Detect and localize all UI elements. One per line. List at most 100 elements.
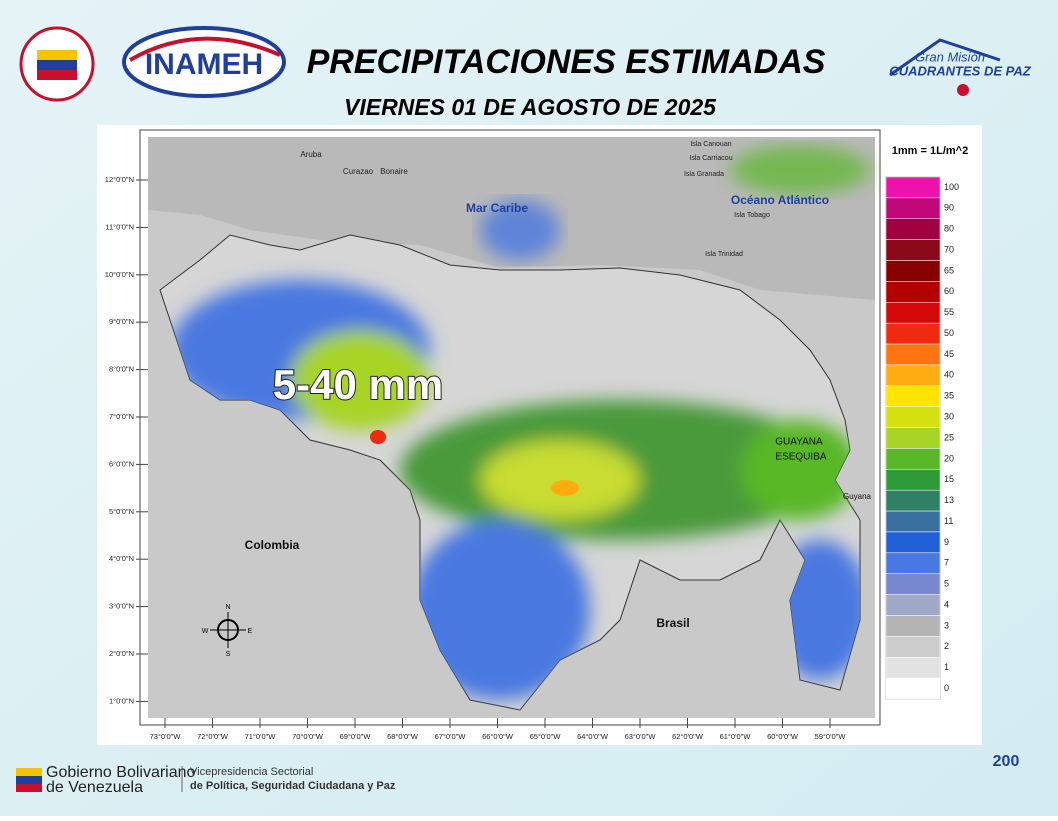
lon-label: 70°0'0"W xyxy=(292,732,324,741)
map-label: Isla Tobago xyxy=(734,212,770,219)
lat-label: 8°0'0"N xyxy=(109,365,134,374)
lat-label: 12°0'0"N xyxy=(105,175,134,184)
map-label: ESEQUIBA xyxy=(775,452,826,463)
map-label: Curazao xyxy=(343,167,374,176)
lon-label: 65°0'0"W xyxy=(530,732,562,741)
legend-label: 55 xyxy=(944,307,954,317)
map-label: Isla Carriacou xyxy=(689,155,732,162)
legend-label: 65 xyxy=(944,265,954,275)
lat-label: 11°0'0"N xyxy=(105,222,134,231)
footer-text: Vicepresidencia Sectorial xyxy=(190,766,313,778)
legend-swatch xyxy=(885,302,941,324)
compass-label: N xyxy=(225,604,230,611)
legend-label: 1 xyxy=(944,662,949,672)
legend-label: 50 xyxy=(944,328,954,338)
compass-label: E xyxy=(248,628,253,635)
lat-label: 1°0'0"N xyxy=(109,696,134,705)
lon-label: 68°0'0"W xyxy=(387,732,419,741)
subtitle: VIERNES 01 DE AGOSTO DE 2025 xyxy=(344,94,717,120)
precip-peak xyxy=(370,430,386,444)
legend-swatch xyxy=(885,656,941,679)
legend-swatch xyxy=(885,406,941,428)
legend-label: 45 xyxy=(944,349,954,359)
map-label: Colombia xyxy=(245,538,300,552)
lon-label: 72°0'0"W xyxy=(197,732,229,741)
map-label: Guyana xyxy=(843,492,872,501)
legend-label: 40 xyxy=(944,370,954,380)
lon-label: 71°0'0"W xyxy=(245,732,277,741)
precip-peak xyxy=(551,480,579,496)
lon-label: 63°0'0"W xyxy=(625,732,657,741)
legend-label: 25 xyxy=(944,432,954,442)
lon-label: 62°0'0"W xyxy=(672,732,704,741)
legend-swatch xyxy=(885,636,941,658)
legend-label: 80 xyxy=(944,224,954,234)
logo-inameh xyxy=(122,26,286,98)
legend-swatch xyxy=(885,489,941,512)
legend-swatch xyxy=(885,531,941,554)
map-label: Océano Atlántico xyxy=(731,193,829,207)
precip-field xyxy=(730,145,870,195)
map-label: Brasil xyxy=(656,616,689,630)
legend-label: 9 xyxy=(944,537,949,547)
legend-label: 5 xyxy=(944,579,949,589)
legend-swatch xyxy=(885,573,941,595)
legend-label: 3 xyxy=(944,620,949,630)
logo-left xyxy=(19,26,95,102)
lon-label: 64°0'0"W xyxy=(577,732,609,741)
precip-field xyxy=(170,280,860,700)
legend-swatch xyxy=(885,364,941,387)
map-label: Isla Canouan xyxy=(690,141,731,148)
footer-text: de Venezuela xyxy=(46,779,143,796)
legend-swatch xyxy=(885,677,941,700)
legend-swatch xyxy=(885,594,941,616)
footer-text: Gobierno Bolivariano xyxy=(46,764,196,781)
legend-label: 35 xyxy=(944,391,954,401)
precip-field xyxy=(480,200,560,260)
legend-swatch xyxy=(885,197,941,220)
legend-swatch xyxy=(885,448,941,470)
highlight-label: 5-40 mm xyxy=(273,361,443,408)
legend-swatch xyxy=(885,343,941,366)
lon-label: 60°0'0"W xyxy=(767,732,799,741)
legend-swatch xyxy=(885,552,941,574)
legend-label: 70 xyxy=(944,244,954,254)
logo-text: CUADRANTES DE PAZ xyxy=(889,63,1031,78)
compass xyxy=(210,612,246,648)
lat-label: 5°0'0"N xyxy=(109,507,134,516)
footer-flag xyxy=(16,766,183,792)
lon-label: 66°0'0"W xyxy=(482,732,514,741)
legend-swatch xyxy=(885,469,941,491)
legend-label: 30 xyxy=(944,411,954,421)
map-label: Isla Trinidad xyxy=(705,251,743,258)
lat-label: 3°0'0"N xyxy=(109,602,134,611)
legend-label: 90 xyxy=(944,203,954,213)
legend-swatch xyxy=(885,218,941,240)
legend-swatch xyxy=(885,427,941,449)
logo-text: Gran Misión xyxy=(915,49,985,64)
legend-swatch xyxy=(885,510,941,533)
map-label: Bonaire xyxy=(380,167,408,176)
footer-text: de Política, Seguridad Ciudadana y Paz xyxy=(190,780,396,792)
map-label: Aruba xyxy=(300,150,322,159)
legend-label: 4 xyxy=(944,599,949,609)
legend-label: 0 xyxy=(944,683,949,693)
compass-label: W xyxy=(202,628,209,635)
lon-label: 61°0'0"W xyxy=(720,732,752,741)
badge: 200 xyxy=(993,753,1020,770)
lon-label: 73°0'0"W xyxy=(150,732,182,741)
lon-label: 67°0'0"W xyxy=(435,732,467,741)
map-label: GUAYANA xyxy=(775,437,823,448)
title: PRECIPITACIONES ESTIMADAS xyxy=(307,43,826,81)
logo-mission xyxy=(889,38,1001,96)
lat-label: 4°0'0"N xyxy=(109,554,134,563)
legend-swatch xyxy=(885,260,941,282)
legend-label: 60 xyxy=(944,286,954,296)
lon-label: 69°0'0"W xyxy=(340,732,372,741)
legend-label: 13 xyxy=(944,495,954,505)
legend-swatch xyxy=(885,239,941,261)
legend-swatch xyxy=(885,615,941,637)
lat-label: 9°0'0"N xyxy=(109,317,134,326)
lon-label: 59°0'0"W xyxy=(815,732,847,741)
